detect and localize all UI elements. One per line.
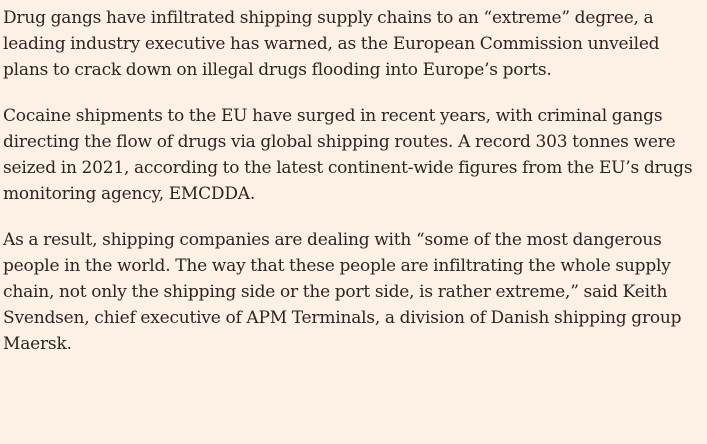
article-body: Drug gangs have infiltrated shipping sup… [0,5,707,444]
article-paragraph-3: As a result, shipping companies are deal… [3,230,682,354]
article-paragraph-2: Cocaine shipments to the EU have surged … [3,106,693,204]
article-paragraph-1: Drug gangs have infiltrated shipping sup… [3,8,660,80]
